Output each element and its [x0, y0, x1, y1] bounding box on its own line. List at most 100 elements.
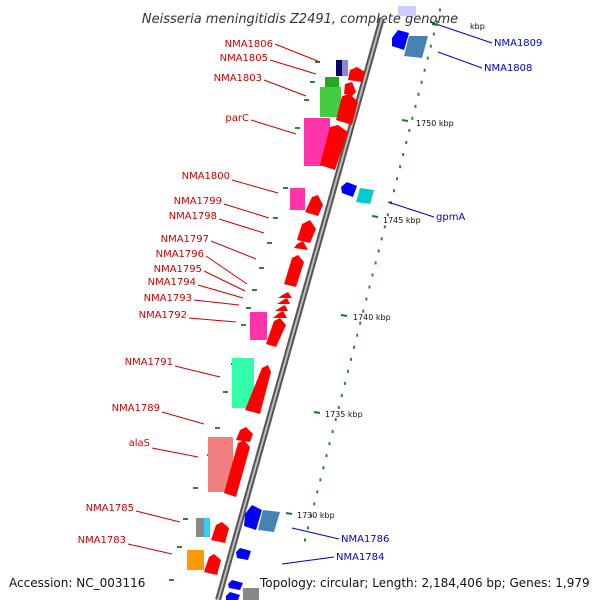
gene-block — [232, 358, 254, 408]
minor-tick — [374, 261, 377, 265]
gene-block — [342, 60, 348, 76]
forward-gene-arrow — [320, 125, 348, 170]
forward-gene-arrow — [277, 298, 290, 304]
minor-tick — [371, 273, 374, 277]
reverse-gene-arrow — [228, 580, 243, 590]
gene-label-left: parC — [225, 113, 249, 124]
leader-line — [135, 510, 181, 523]
gene-label-left: NMA1785 — [86, 503, 134, 514]
tick-label: 1750 kbp — [416, 119, 454, 128]
forward-gene-arrow — [211, 522, 229, 543]
minor-tick — [328, 442, 331, 446]
minor-tick — [396, 177, 399, 181]
minor-tick — [377, 249, 380, 253]
marker-dash — [241, 324, 246, 326]
minor-tick — [380, 237, 383, 241]
forward-gene-arrow — [204, 554, 221, 575]
marker-dash — [169, 579, 174, 581]
major-tick — [401, 119, 409, 122]
marker-dash — [259, 267, 264, 269]
gene-label-right: gpmA — [436, 212, 465, 223]
accession-label: Accession: NC_003116 — [9, 576, 145, 590]
gene-block — [187, 550, 204, 570]
reverse-gene-block — [404, 36, 428, 58]
minor-tick — [429, 44, 432, 48]
forward-gene-arrow — [305, 195, 323, 216]
minor-tick — [420, 80, 423, 84]
leader-line — [197, 284, 244, 299]
minor-tick — [435, 20, 438, 24]
reverse-gene-block — [258, 510, 280, 532]
minor-tick — [331, 430, 334, 434]
gene-label-left: NMA1798 — [169, 211, 217, 222]
leader-line — [387, 201, 435, 218]
minor-tick — [325, 454, 328, 458]
forward-genes — [204, 67, 365, 575]
forward-gene-arrow — [344, 82, 356, 96]
major-tick — [340, 314, 348, 317]
left-gene-labels: NMA1806 NMA1805 NMA1803 parC NMA1800 NMA1799 N… — [78, 39, 321, 555]
forward-gene-arrow — [297, 220, 316, 243]
forward-gene-arrow — [348, 67, 365, 82]
leader-line — [291, 527, 340, 540]
minor-tick — [386, 213, 389, 217]
forward-gene-arrow — [336, 94, 358, 125]
minor-tick — [359, 321, 362, 325]
gene-label-right: NMA1784 — [336, 552, 384, 563]
major-tick — [313, 411, 321, 414]
minor-tick — [340, 393, 343, 397]
major-tick — [431, 23, 439, 26]
gene-block — [325, 77, 339, 87]
marker-dash — [273, 217, 278, 219]
tick-label: 1745 kbp — [383, 216, 421, 225]
tick-label: kbp — [470, 22, 485, 31]
gene-label-left: NMA1791 — [125, 357, 173, 368]
marker-dash — [252, 289, 257, 291]
marker-dash — [215, 427, 220, 429]
leader-line — [210, 240, 257, 260]
gene-label-left: NMA1795 — [154, 264, 202, 275]
minor-tick — [402, 153, 405, 157]
forward-gene-arrow — [275, 305, 288, 311]
minor-tick — [322, 466, 325, 470]
gene-label-left: NMA1789 — [112, 403, 160, 414]
minor-tick — [307, 526, 310, 530]
marker-dash — [283, 187, 288, 189]
minor-tick — [319, 478, 322, 482]
leader-line — [205, 255, 248, 285]
right-gene-labels: NMA1809 NMA1808 gpmA NMA1786 NMA1784 — [281, 21, 542, 565]
marker-dash — [304, 99, 309, 101]
leader-line — [188, 317, 237, 323]
leader-line — [250, 119, 297, 135]
minor-tick — [304, 538, 306, 542]
minor-tick — [408, 128, 411, 132]
leader-line — [223, 203, 270, 219]
left-marker-track — [169, 61, 320, 581]
marker-dash — [183, 518, 188, 520]
leader-line — [174, 365, 221, 378]
leader-line — [203, 270, 246, 292]
reverse-gene-block — [398, 6, 416, 16]
leader-line — [161, 411, 205, 425]
marker-dash — [315, 61, 320, 63]
tick-track — [304, 8, 441, 542]
reverse-gene-arrow — [244, 505, 262, 530]
leader-line — [274, 43, 321, 63]
minor-tick — [405, 141, 408, 144]
tick-label: 1730 kbp — [297, 511, 335, 520]
minor-tick — [414, 104, 417, 108]
minor-tick — [346, 369, 349, 373]
reverse-gene-arrow — [236, 548, 251, 560]
marker-dash — [267, 242, 272, 244]
minor-tick — [334, 418, 337, 422]
forward-gene-arrow — [245, 365, 271, 414]
reverse-genes — [226, 6, 428, 600]
gene-block — [204, 518, 210, 537]
gene-label-left: NMA1792 — [139, 310, 187, 321]
reverse-gene-block — [356, 188, 374, 204]
minor-tick — [337, 406, 340, 409]
forward-gene-arrow — [224, 440, 250, 497]
major-tick — [371, 215, 379, 218]
gene-label-left: NMA1796 — [156, 249, 204, 260]
